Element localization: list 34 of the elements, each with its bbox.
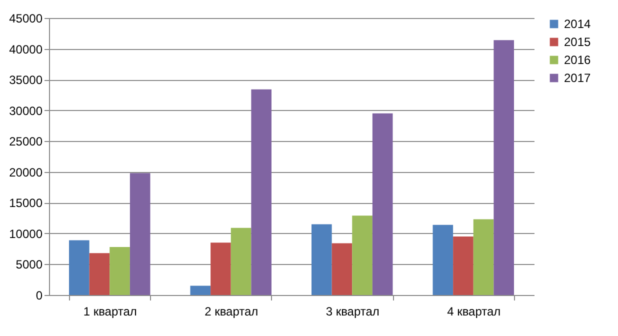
- bar: [230, 228, 252, 295]
- bar: [210, 242, 231, 295]
- y-tick-label: 0: [36, 288, 43, 302]
- x-tick-label: 1 квартал: [83, 304, 137, 318]
- y-tick-label: 40000: [9, 42, 43, 56]
- bar: [453, 236, 474, 295]
- bar: [89, 253, 110, 295]
- y-tick-label: 25000: [9, 134, 43, 149]
- bar: [312, 224, 332, 295]
- y-tick-label: 15000: [9, 196, 43, 210]
- bar: [69, 240, 90, 295]
- x-tick-label: 2 квартал: [204, 304, 258, 318]
- bar: [352, 216, 372, 295]
- y-tick-label: 10000: [9, 226, 43, 241]
- bar: [332, 243, 352, 295]
- y-tick-label: 20000: [9, 165, 43, 180]
- bar: [432, 224, 454, 295]
- legend-label: 2015: [564, 35, 592, 49]
- bar: [494, 40, 514, 295]
- bar: [372, 113, 393, 295]
- bar: [190, 286, 211, 295]
- bar: [110, 246, 130, 295]
- y-tick-label: 5000: [16, 258, 43, 272]
- legend-label: 2017: [564, 71, 592, 85]
- y-tick-label: 45000: [9, 12, 43, 26]
- y-tick-label: 35000: [9, 73, 43, 88]
- x-tick-label: 3 квартал: [326, 304, 380, 318]
- legend-label: 2016: [564, 53, 592, 67]
- legend-label: 2014: [564, 17, 592, 31]
- x-tick-label: 4 квартал: [447, 304, 501, 318]
- y-tick-label: 30000: [9, 104, 43, 118]
- bar: [473, 219, 494, 295]
- bar: [251, 89, 272, 295]
- bar: [130, 173, 150, 295]
